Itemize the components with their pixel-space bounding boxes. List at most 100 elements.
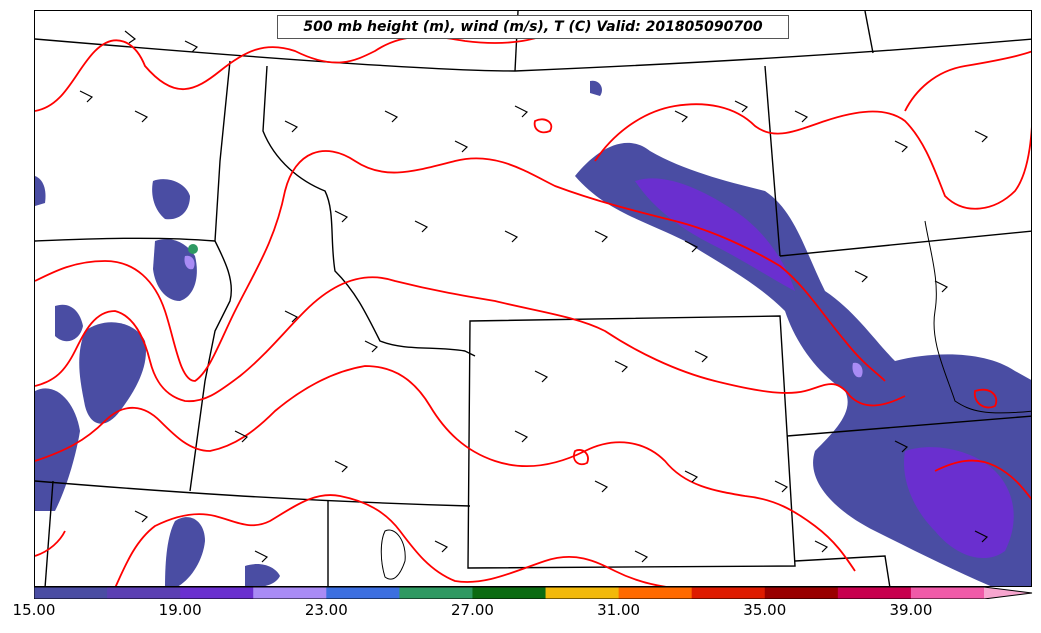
- wind-barb: [454, 140, 469, 153]
- wind-barb: [364, 340, 379, 353]
- wind-barb: [504, 230, 519, 243]
- contour-8: [934, 459, 1031, 500]
- wind-barb: [534, 370, 549, 383]
- boundary-colorado: [467, 315, 796, 569]
- wind-barb: [894, 440, 909, 453]
- wind-barb: [974, 130, 989, 143]
- contour-11: [533, 118, 553, 134]
- colorbar-outline: [34, 587, 1033, 599]
- wind-speed-shading: [35, 80, 1031, 586]
- colorbar-segment: [837, 587, 912, 599]
- wind-barb: [254, 550, 269, 563]
- colorbar-segment: [326, 587, 400, 599]
- contour-2: [35, 150, 886, 382]
- colorbar-tick-label: 23.00: [304, 601, 348, 619]
- boundary-utah-north: [35, 480, 471, 507]
- strong-spot: [184, 255, 195, 270]
- colorbar-tick-label: 31.00: [597, 601, 641, 619]
- boundary-wyo-north: [35, 237, 216, 242]
- colorbar-segment: [253, 587, 327, 599]
- height-contours: [35, 24, 1031, 586]
- wind-barb: [124, 30, 137, 44]
- wind-barb: [614, 360, 629, 373]
- colorbar-segment: [107, 587, 181, 599]
- boundary-montana-east: [764, 65, 781, 257]
- contour-6: [594, 103, 1031, 210]
- colorbar-segment: [764, 587, 839, 599]
- wind-barb: [794, 110, 809, 123]
- colorbar-segment: [910, 587, 985, 599]
- map-panel: [34, 10, 1032, 587]
- boundary-utah-west: [44, 480, 54, 586]
- wind-barb: [634, 550, 649, 563]
- wind-barb: [814, 540, 829, 553]
- wind-barb: [134, 110, 149, 123]
- boundary-idaho-panhandle: [262, 65, 476, 357]
- wind-barb: [334, 460, 349, 473]
- wind-barb: [594, 480, 609, 493]
- colorbar-extend-arrow: [984, 587, 1032, 599]
- colorbar-segment: [545, 587, 620, 599]
- boundary-idaho-montana: [189, 60, 232, 492]
- colorbar-segment: [691, 587, 766, 599]
- colorbar-segment: [618, 587, 693, 599]
- wind-barb: [684, 470, 699, 483]
- shade-southwest-2: [245, 564, 280, 586]
- boundary-nm-ok: [794, 555, 891, 586]
- wind-barbs: [79, 30, 989, 563]
- contour-5: [114, 494, 667, 586]
- wind-barb: [674, 110, 689, 123]
- shade-west-1: [35, 388, 80, 511]
- wind-barb: [79, 90, 94, 103]
- shade-west-4: [152, 179, 190, 220]
- wind-barb: [854, 270, 869, 283]
- jet-core-southeast: [904, 447, 1014, 559]
- wind-barb: [284, 310, 299, 323]
- boundary-nebraska-north: [779, 230, 1031, 257]
- map-canvas: [35, 11, 1031, 586]
- wind-barb: [974, 530, 989, 543]
- wind-barb: [514, 105, 529, 118]
- chart-title: 500 mb height (m), wind (m/s), T (C) Val…: [277, 15, 789, 39]
- contour-4: [35, 365, 856, 572]
- colorbar-segment: [180, 587, 254, 599]
- colorbar-segment: [399, 587, 473, 599]
- wind-barb: [894, 140, 909, 153]
- wind-barb: [684, 240, 699, 253]
- wind-barb: [384, 110, 399, 123]
- colorbar-tick-label: 15.00: [12, 601, 56, 619]
- colorbar-tick-label: 19.00: [158, 601, 202, 619]
- colorbar-segment: [472, 587, 547, 599]
- shade-west-2: [79, 322, 146, 424]
- wind-barb: [774, 480, 789, 493]
- wind-barb: [334, 210, 349, 223]
- wind-barb: [414, 220, 429, 233]
- wind-barb: [514, 430, 529, 443]
- wind-barb: [284, 120, 299, 133]
- shade-edge-west: [35, 176, 46, 206]
- boundary-canada-us: [35, 38, 1031, 72]
- wind-barb: [934, 280, 949, 293]
- colorbar: [34, 587, 1033, 599]
- wind-barb: [184, 40, 199, 53]
- contour-10: [973, 388, 998, 409]
- shade-west-5: [55, 304, 83, 342]
- wind-barb: [734, 100, 749, 113]
- contour-3: [35, 276, 906, 407]
- wind-barb: [134, 510, 149, 523]
- boundary-lake: [380, 529, 406, 580]
- contour-7: [904, 50, 1031, 112]
- contour-12: [573, 449, 589, 466]
- contour-9: [35, 530, 66, 557]
- boundary-river-east: [924, 220, 1031, 414]
- wind-barb: [694, 350, 709, 363]
- boundary-ne-2: [864, 11, 874, 54]
- shade-southwest: [165, 517, 205, 586]
- colorbar-tick-label: 35.00: [743, 601, 787, 619]
- wind-barb: [594, 230, 609, 243]
- strong-spot-3: [188, 244, 198, 254]
- wind-barb: [434, 540, 449, 553]
- shade-west-3: [153, 239, 197, 301]
- colorbar-tick-label: 39.00: [889, 601, 933, 619]
- colorbar-tick-label: 27.00: [450, 601, 494, 619]
